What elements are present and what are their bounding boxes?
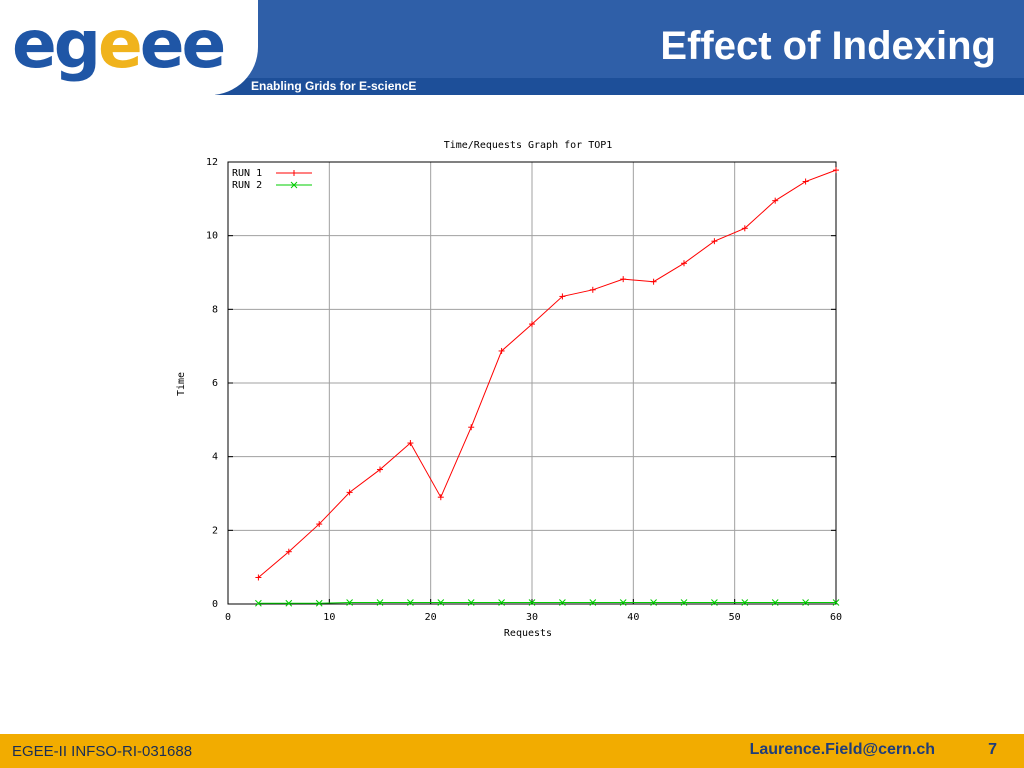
x-tick-label: 40 [627,612,639,623]
data-point [285,548,292,555]
data-point [802,178,809,185]
data-point [650,278,657,285]
logo-part-1: eg [12,6,101,83]
y-tick-label: 6 [212,378,218,389]
series-lines [255,167,840,607]
header-subband [215,78,1024,95]
data-point [833,167,839,174]
egee-logo: egeee [12,12,226,78]
page-number: 7 [988,741,997,758]
x-tick-label: 30 [526,612,538,623]
data-point [528,599,536,606]
y-tick-label: 0 [212,599,218,610]
data-point [832,599,840,606]
data-point [498,599,505,606]
data-point [255,574,262,581]
data-point [316,521,323,528]
data-point [346,489,353,496]
slide-title: Effect of Indexing [660,24,996,68]
data-point [468,424,475,431]
data-point [680,599,688,606]
time-requests-chart: Time/Requests Graph for TOP1 Requests Ti… [176,140,842,639]
legend-label: RUN 1 [232,168,262,179]
data-point [255,599,262,607]
data-point [711,599,718,606]
data-point [437,494,444,501]
data-point [437,599,445,606]
y-tick-label: 2 [212,525,218,536]
x-tick-label: 20 [425,612,437,623]
y-tick-label: 10 [206,231,218,242]
y-axis-label: Time [176,372,187,396]
slide-header: egeee Effect of Indexing Enabling Grids … [0,0,1024,95]
x-tick-label: 0 [225,612,231,623]
author-email[interactable]: Laurence.Field@cern.ch [749,741,935,758]
data-point [802,599,809,606]
data-point [407,440,414,447]
plot-frame [227,161,837,605]
y-tick-label: 12 [206,157,218,168]
header-band [215,0,1024,78]
data-point [771,599,779,606]
data-point [741,599,749,606]
x-tick-label: 60 [830,612,842,623]
data-point [559,599,566,606]
data-point [619,599,627,606]
data-point [346,599,353,606]
series-line-run-1 [258,169,837,578]
data-point [772,197,779,204]
data-point [589,599,597,606]
data-point [407,599,414,606]
tagline: Enabling Grids for E-sciencE [251,79,417,93]
data-point [741,225,748,232]
data-point [681,260,687,267]
logo-container: egeee [0,0,258,95]
x-axis-label: Requests [504,628,552,639]
slide-footer: EGEE-II INFSO-RI-031688 Laurence.Field@c… [0,734,1024,768]
data-point [529,321,535,328]
data-point [620,276,627,283]
series-line-run-2 [258,602,836,604]
y-tick-label: 8 [212,304,218,315]
legend-marker [290,181,298,189]
data-point [377,466,383,473]
legend-label: RUN 2 [232,180,262,191]
data-point [467,599,475,606]
data-point [498,347,505,354]
data-point [559,293,566,300]
x-tick-label: 50 [729,612,741,623]
data-point [285,599,293,607]
legend-marker [291,170,297,176]
project-id: EGEE-II INFSO-RI-031688 [12,743,193,760]
logo-part-3: ee [139,6,227,83]
grid-lines [228,162,836,604]
data-point [589,286,596,293]
chart-title: Time/Requests Graph for TOP1 [444,140,613,151]
data-point [650,599,657,606]
x-tick-label: 10 [323,612,335,623]
data-point [315,599,323,607]
logo-part-2: e [98,6,143,83]
data-point [711,238,718,245]
data-point [376,599,384,606]
y-tick-label: 4 [212,452,218,463]
